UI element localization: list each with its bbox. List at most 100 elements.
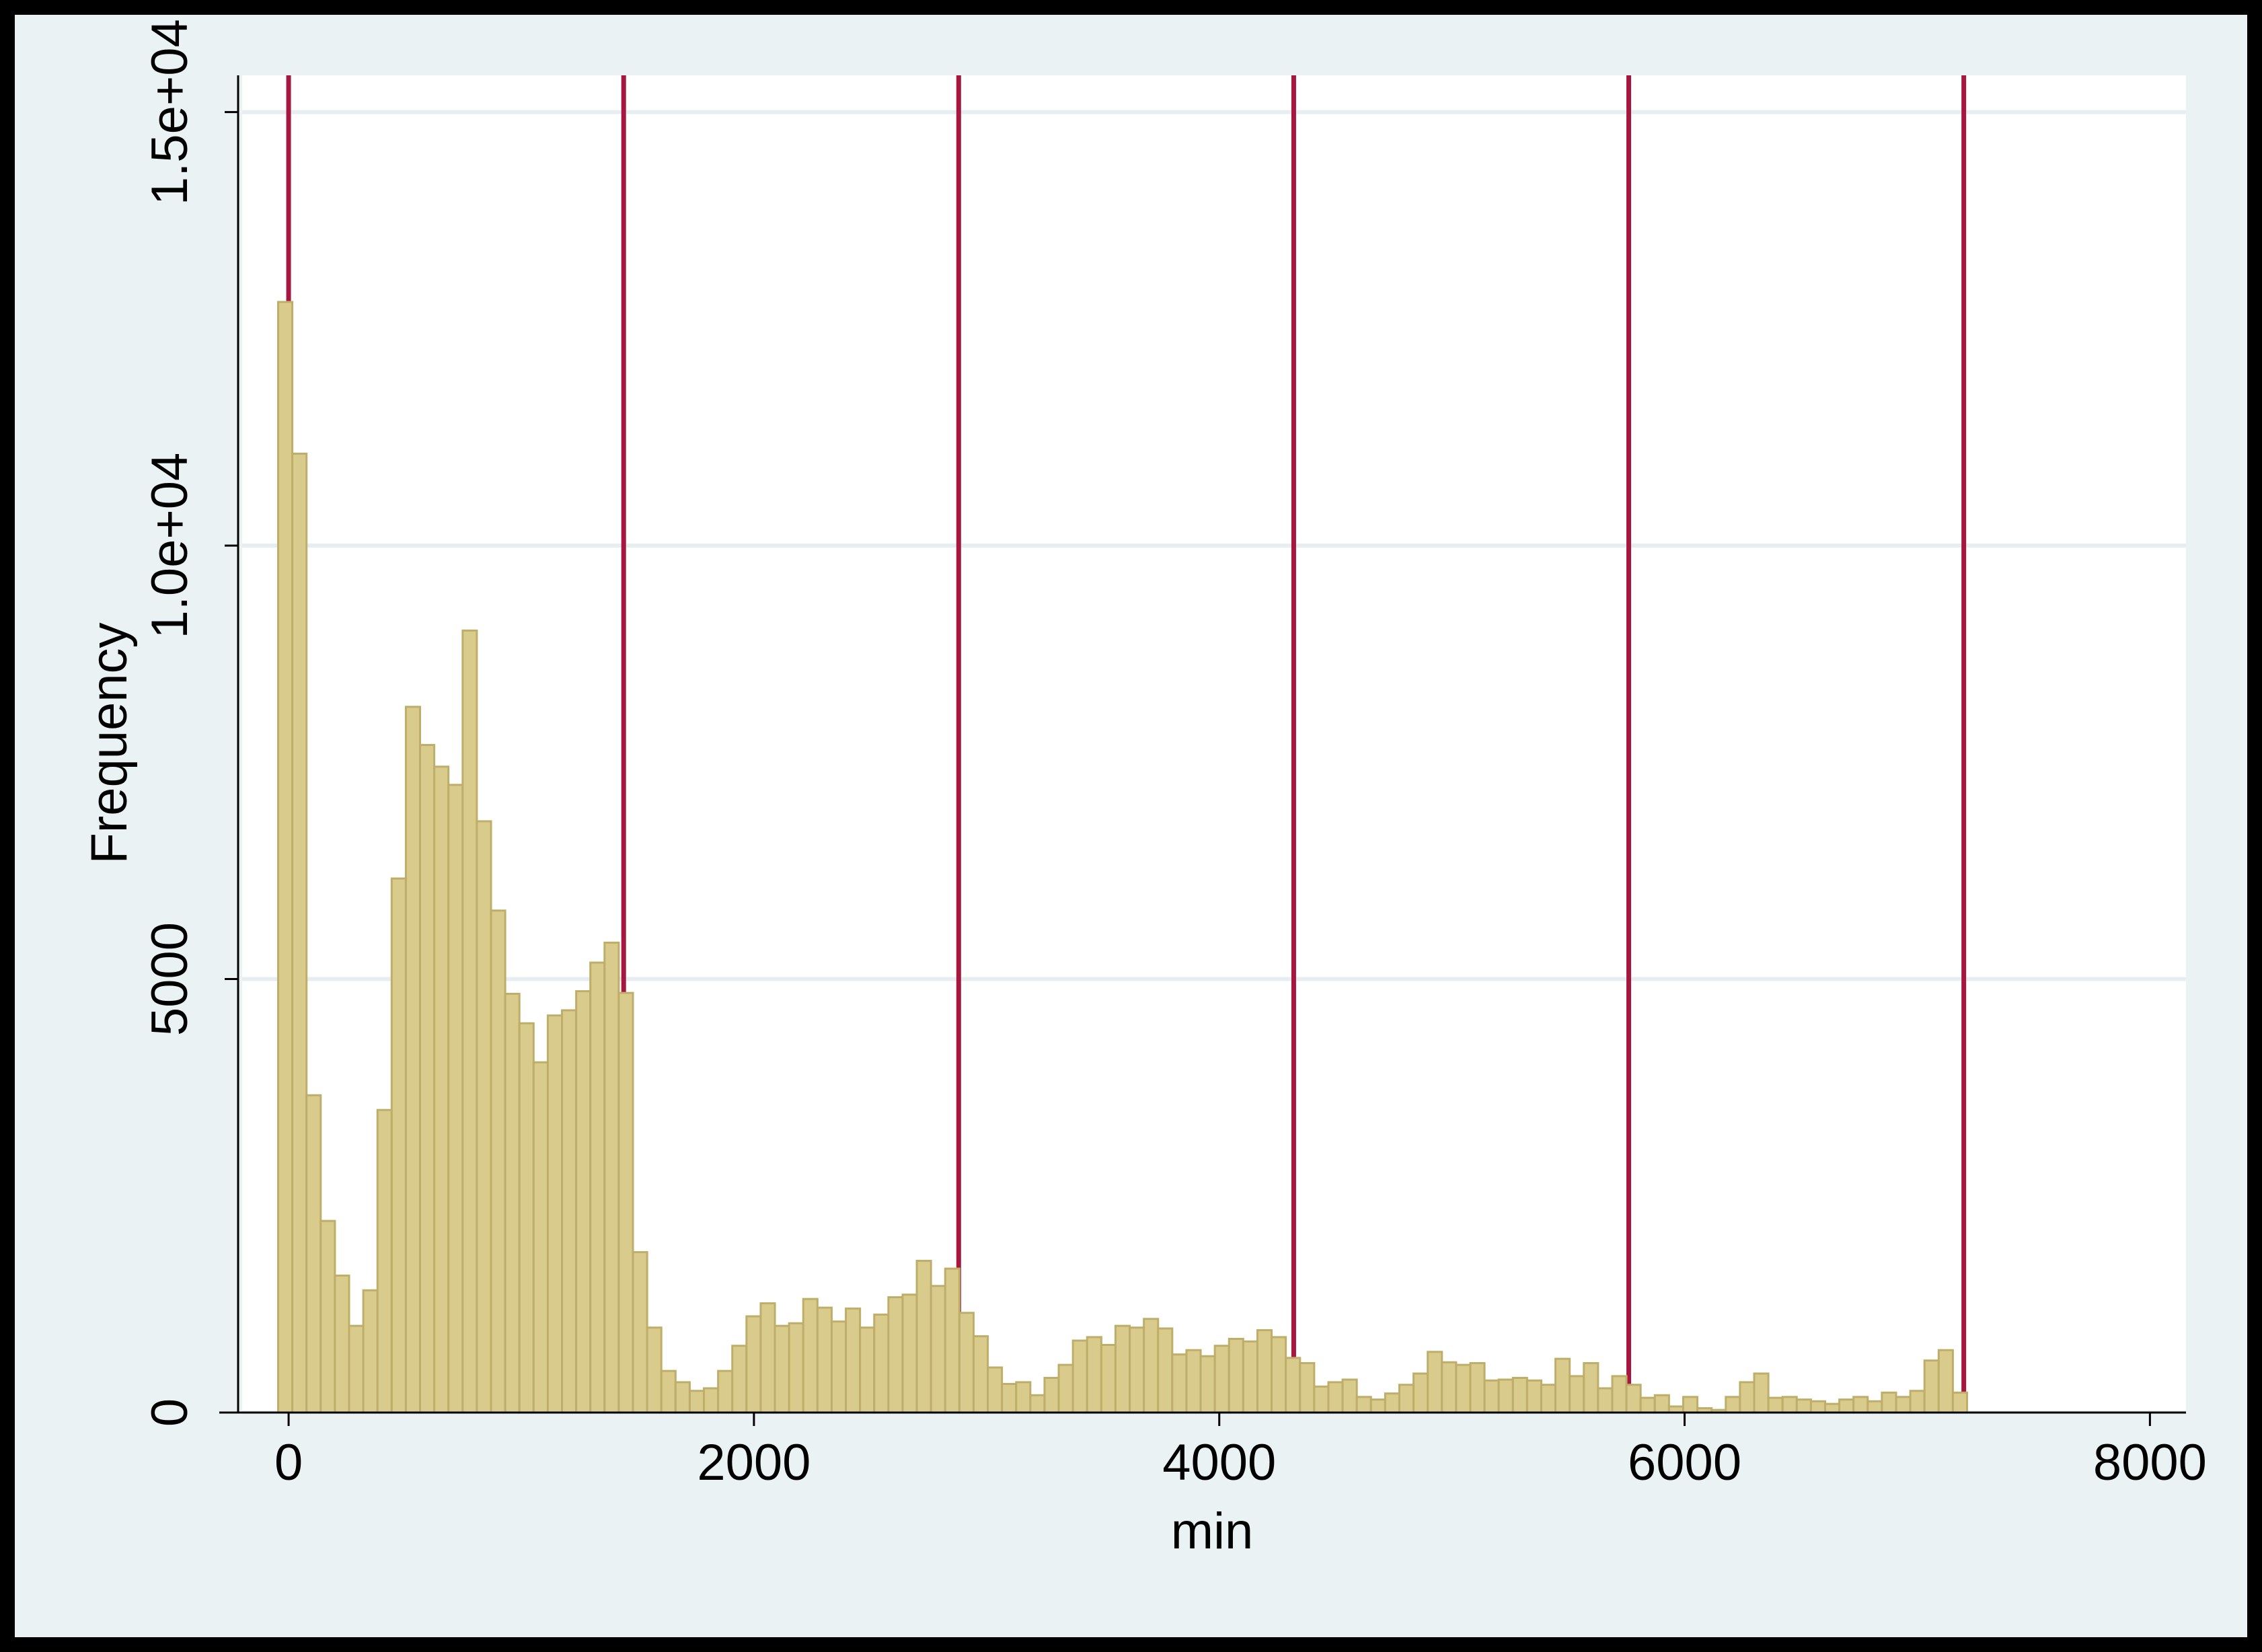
bar bbox=[1838, 1398, 1855, 1414]
y-tick-label: 1.0e+04 bbox=[141, 453, 198, 639]
bar bbox=[1029, 1394, 1046, 1414]
bar bbox=[1185, 1349, 1202, 1414]
bar bbox=[958, 1312, 975, 1414]
bar bbox=[1569, 1375, 1585, 1414]
bar bbox=[319, 1219, 336, 1414]
bar bbox=[1511, 1376, 1528, 1414]
bar bbox=[1951, 1391, 1968, 1414]
bar bbox=[461, 629, 478, 1414]
bar bbox=[1455, 1363, 1472, 1414]
bar bbox=[717, 1369, 734, 1414]
bar bbox=[944, 1267, 960, 1414]
bar bbox=[1100, 1343, 1117, 1414]
bar bbox=[1171, 1353, 1188, 1414]
y-tick-label: 5000 bbox=[141, 922, 198, 1036]
bar bbox=[845, 1307, 862, 1414]
bar bbox=[703, 1387, 720, 1414]
bar bbox=[390, 877, 407, 1414]
bar bbox=[1213, 1345, 1230, 1414]
bar bbox=[334, 1274, 350, 1414]
bar bbox=[490, 909, 506, 1414]
bar bbox=[660, 1369, 677, 1414]
bar bbox=[830, 1320, 847, 1414]
bar bbox=[1795, 1398, 1812, 1414]
bar bbox=[362, 1289, 379, 1414]
bar bbox=[504, 992, 521, 1414]
bar bbox=[774, 1324, 790, 1414]
bar bbox=[1427, 1351, 1443, 1414]
bar bbox=[674, 1381, 691, 1414]
bar bbox=[873, 1313, 890, 1414]
bar bbox=[532, 1061, 549, 1414]
bar bbox=[1341, 1378, 1358, 1414]
bar bbox=[1355, 1396, 1372, 1414]
bar bbox=[1299, 1362, 1316, 1414]
bar bbox=[546, 1014, 564, 1414]
bar bbox=[1469, 1362, 1486, 1414]
bar bbox=[859, 1326, 876, 1414]
bar bbox=[1483, 1379, 1500, 1414]
bar bbox=[1086, 1336, 1102, 1414]
bar bbox=[376, 1109, 393, 1414]
bar bbox=[1653, 1394, 1670, 1414]
bar bbox=[518, 1022, 535, 1414]
bar bbox=[617, 991, 634, 1414]
bar bbox=[1937, 1349, 1954, 1414]
bar bbox=[1923, 1359, 1940, 1414]
bar bbox=[1157, 1327, 1174, 1414]
bar bbox=[1583, 1362, 1599, 1414]
bar bbox=[447, 784, 464, 1414]
bar bbox=[1852, 1396, 1869, 1414]
bar bbox=[1327, 1381, 1344, 1414]
x-tick-label: 8000 bbox=[2093, 1434, 2207, 1491]
bar bbox=[1525, 1379, 1542, 1414]
bar bbox=[476, 820, 492, 1414]
bar bbox=[1554, 1357, 1571, 1414]
x-tick-label: 4000 bbox=[1162, 1434, 1276, 1491]
bar bbox=[404, 706, 422, 1414]
bar bbox=[930, 1285, 946, 1414]
bar bbox=[745, 1315, 762, 1414]
bar bbox=[1057, 1363, 1074, 1414]
bar bbox=[1753, 1372, 1770, 1414]
bar bbox=[1767, 1396, 1784, 1414]
y-tick-label: 1.5e+04 bbox=[141, 19, 198, 205]
bar bbox=[1313, 1385, 1330, 1414]
bar bbox=[348, 1324, 365, 1414]
bar bbox=[589, 961, 606, 1414]
bar bbox=[1625, 1384, 1642, 1414]
bar bbox=[1285, 1357, 1302, 1414]
bar bbox=[1739, 1381, 1756, 1414]
bar bbox=[731, 1345, 748, 1414]
bar bbox=[1441, 1361, 1458, 1414]
bar bbox=[1143, 1318, 1160, 1414]
bar bbox=[1881, 1391, 1897, 1414]
bar bbox=[688, 1390, 706, 1414]
bar bbox=[759, 1302, 776, 1414]
bar bbox=[1256, 1329, 1273, 1414]
bar bbox=[1384, 1392, 1400, 1414]
bar bbox=[1043, 1376, 1060, 1414]
bar bbox=[1015, 1381, 1032, 1414]
y-axis-title: Frequency bbox=[81, 622, 138, 864]
bar bbox=[1597, 1387, 1614, 1414]
x-tick-label: 6000 bbox=[1628, 1434, 1741, 1491]
bar bbox=[1242, 1340, 1258, 1414]
bar bbox=[972, 1335, 989, 1414]
bar bbox=[987, 1366, 1004, 1414]
bar bbox=[561, 1009, 578, 1414]
bar bbox=[1639, 1396, 1656, 1414]
bar bbox=[1611, 1375, 1628, 1414]
x-tick-label: 2000 bbox=[697, 1434, 810, 1491]
bar bbox=[1412, 1372, 1429, 1414]
bar bbox=[1895, 1396, 1912, 1414]
x-axis-title: min bbox=[1171, 1503, 1253, 1560]
bar bbox=[291, 452, 308, 1414]
bar bbox=[1199, 1355, 1216, 1414]
bar bbox=[433, 765, 450, 1414]
bar bbox=[1909, 1390, 1926, 1414]
bar bbox=[1114, 1324, 1131, 1414]
bar bbox=[1228, 1337, 1244, 1414]
bar bbox=[887, 1296, 904, 1414]
